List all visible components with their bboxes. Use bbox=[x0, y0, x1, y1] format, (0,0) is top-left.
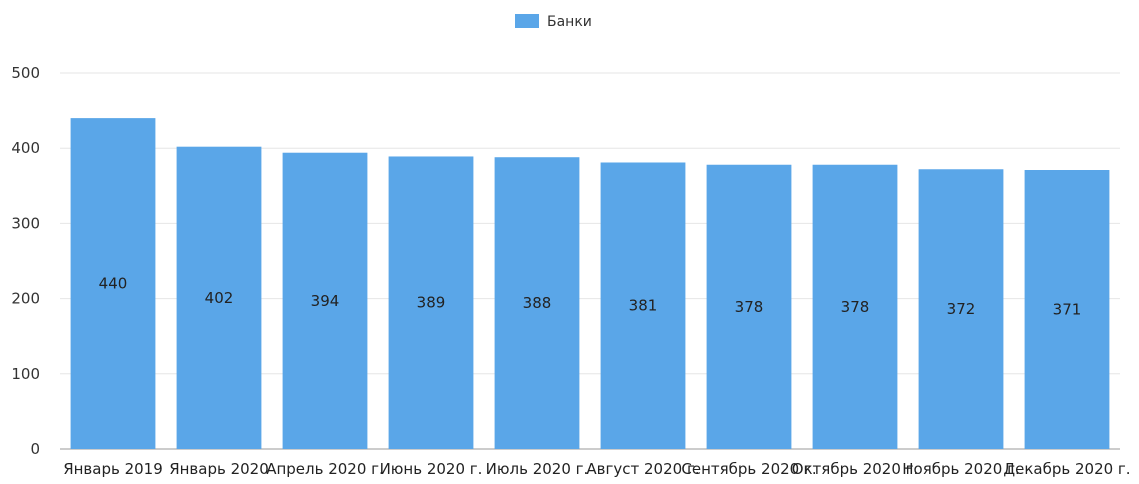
x-tick-label: Июнь 2020 г. bbox=[380, 460, 483, 478]
x-tick-label: Январь 2020 bbox=[169, 460, 269, 478]
legend-swatch bbox=[515, 14, 539, 28]
y-tick-label: 400 bbox=[11, 139, 40, 157]
data-label: 440 bbox=[99, 275, 128, 293]
data-label: 372 bbox=[947, 300, 976, 318]
data-label: 388 bbox=[523, 294, 552, 312]
legend: Банки bbox=[515, 14, 592, 30]
data-label: 389 bbox=[417, 294, 446, 312]
data-label: 381 bbox=[629, 297, 658, 315]
y-tick-label: 0 bbox=[30, 440, 40, 458]
data-label: 371 bbox=[1053, 301, 1082, 319]
x-tick-label: Октябрь 2020 г. bbox=[792, 460, 919, 478]
x-tick-label: Июль 2020 г. bbox=[486, 460, 589, 478]
y-tick-label: 300 bbox=[11, 214, 40, 232]
bars bbox=[71, 118, 1110, 449]
x-tick-label: Ноябрь 2020 г. bbox=[902, 460, 1019, 478]
data-label: 378 bbox=[841, 298, 870, 316]
data-label: 402 bbox=[205, 289, 234, 307]
y-tick-label: 100 bbox=[11, 365, 40, 383]
y-tick-label: 200 bbox=[11, 290, 40, 308]
data-label: 378 bbox=[735, 298, 764, 316]
legend-label: Банки bbox=[547, 14, 592, 30]
x-tick-label: Январь 2019 bbox=[63, 460, 163, 478]
x-tick-label: Декабрь 2020 г. bbox=[1003, 460, 1130, 478]
data-label: 394 bbox=[311, 292, 340, 310]
x-tick-label: Апрель 2020 г. bbox=[266, 460, 384, 478]
y-axis: 0 100 200 300 400 500 bbox=[11, 64, 40, 458]
y-tick-label: 500 bbox=[11, 64, 40, 82]
